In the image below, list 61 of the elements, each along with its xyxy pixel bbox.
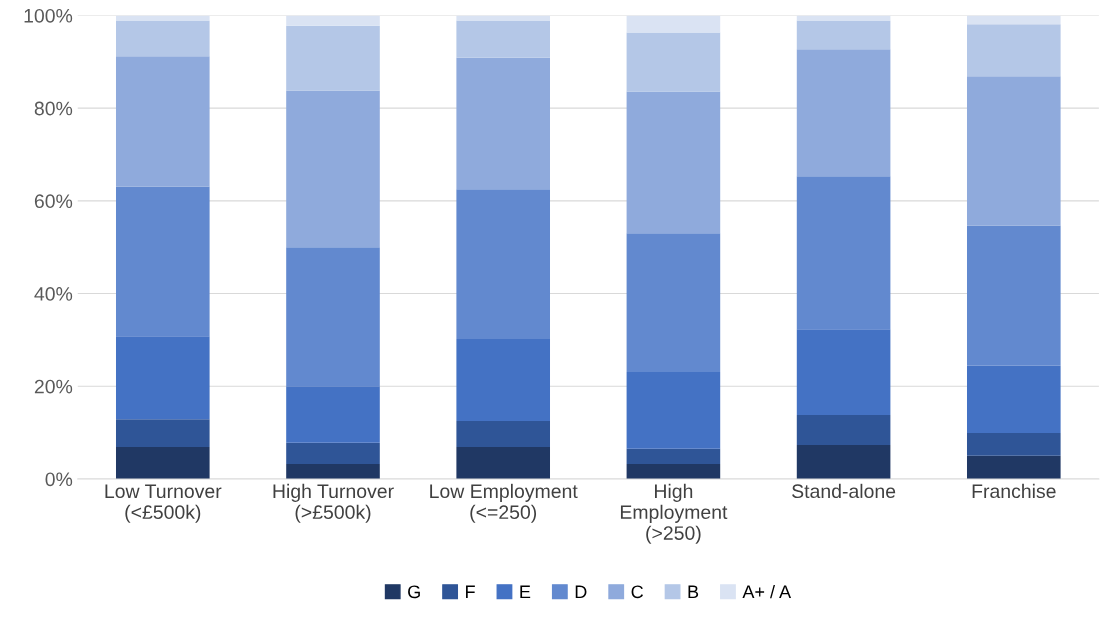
y-tick-label: 0% [45,472,73,487]
bar [966,225,1061,366]
bar [286,15,380,26]
bar [966,433,1061,456]
bar [115,446,210,479]
bar [796,329,891,415]
bar [966,15,1061,25]
legend-label: B [688,585,699,598]
bar [115,20,210,57]
bar [796,15,891,21]
x-tick-label: Franchise [972,483,1056,499]
bar [966,455,1061,479]
bar [286,386,380,443]
x-tick-label: Stand-alone [792,483,896,499]
bar [286,464,380,479]
bar [626,32,721,92]
bar [286,442,380,465]
legend-label: C [631,585,644,599]
y-tick-label: 60% [34,194,73,209]
bar [626,91,721,234]
bar [286,90,380,248]
bar [115,56,210,187]
bar [796,49,891,177]
bar [796,176,891,330]
legend-label: G [408,585,420,599]
bar [626,448,721,465]
y-tick-label: 20% [34,379,73,394]
bar [456,20,550,58]
bar [626,371,721,449]
bar [796,445,891,479]
x-tick-label: High Turnover (>£500k) [273,483,394,523]
bar [456,189,550,339]
bar [115,419,210,447]
legend-label: F [466,585,475,598]
legend-label: D [575,585,587,598]
bar [115,336,210,420]
legend-label: A+ / A [742,584,792,599]
bar [796,414,891,446]
bar [456,421,550,447]
bar [456,338,550,422]
bar [456,15,550,21]
bar [966,365,1061,434]
bar [966,76,1061,226]
bar [796,20,891,50]
bar [115,15,210,21]
bar [286,247,380,387]
bar [626,15,721,33]
bar [626,233,721,372]
bar [115,186,210,337]
bar [456,57,550,190]
legend-label: E [520,585,531,598]
x-tick-label: Low Employment (<=250) [430,483,578,523]
x-tick-label: Low Turnover (<£500k) [105,484,222,523]
bar [286,25,380,91]
y-tick-label: 80% [34,101,73,116]
x-tick-label: High Employment (>250) [620,483,728,544]
y-tick-label: 100% [24,8,73,23]
bar [626,464,721,479]
y-tick-label: 40% [34,287,73,301]
bar [456,446,550,479]
bar [966,24,1061,77]
